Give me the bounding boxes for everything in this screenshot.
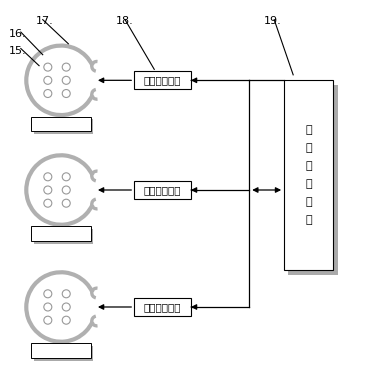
Circle shape	[44, 316, 52, 324]
Circle shape	[62, 63, 70, 71]
Bar	[284, 80, 333, 271]
Circle shape	[62, 303, 70, 311]
Circle shape	[44, 290, 52, 298]
Bar	[34, 119, 93, 134]
Text: 16.: 16.	[9, 29, 26, 39]
Bar	[288, 85, 338, 275]
Text: 驱动控制模块: 驱动控制模块	[144, 185, 181, 195]
Circle shape	[44, 199, 52, 207]
Circle shape	[62, 173, 70, 181]
Text: 驱动控制模块: 驱动控制模块	[144, 75, 181, 86]
Circle shape	[44, 63, 52, 71]
Circle shape	[62, 76, 70, 84]
Text: 18.: 18.	[116, 16, 134, 26]
Circle shape	[44, 90, 52, 98]
Bar	[34, 346, 93, 361]
Text: 19.: 19.	[264, 16, 282, 26]
Bar	[32, 343, 91, 358]
Text: 驱动控制模块: 驱动控制模块	[144, 302, 181, 312]
Circle shape	[62, 199, 70, 207]
Text: 17.: 17.	[36, 16, 53, 26]
Bar	[34, 229, 93, 244]
Circle shape	[62, 316, 70, 324]
Bar	[134, 71, 191, 89]
Bar	[32, 226, 91, 241]
Text: 15.: 15.	[9, 46, 26, 55]
Circle shape	[44, 186, 52, 194]
Circle shape	[62, 290, 70, 298]
Circle shape	[44, 173, 52, 181]
Text: 光
源
通
讯
模
块: 光 源 通 讯 模 块	[305, 125, 312, 225]
Bar	[32, 117, 91, 131]
Circle shape	[62, 90, 70, 98]
Bar	[134, 298, 191, 316]
Circle shape	[44, 76, 52, 84]
Circle shape	[62, 186, 70, 194]
Circle shape	[44, 303, 52, 311]
Bar	[134, 181, 191, 199]
